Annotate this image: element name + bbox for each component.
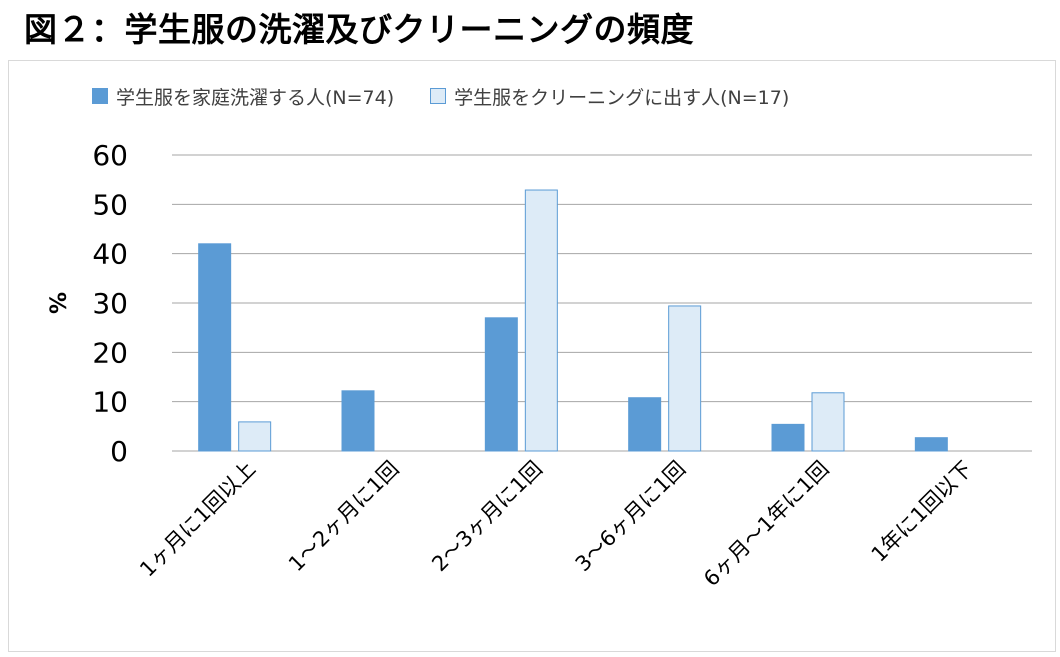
y-tick-label: 0 bbox=[110, 435, 128, 468]
chart-legend: 学生服を家庭洗濯する人(N=74) 学生服をクリーニングに出す人(N=17) bbox=[92, 80, 825, 112]
bar-home-wash bbox=[341, 390, 375, 452]
legend-label-cleaning: 学生服をクリーニングに出す人(N=17) bbox=[454, 86, 790, 109]
x-category-label: 1ヶ月に1回以上 bbox=[135, 457, 260, 582]
figure-title: 図２：学生服の洗濯及びクリーニングの頻度 bbox=[24, 10, 694, 49]
bar-home-wash bbox=[771, 423, 805, 452]
x-category-label: 2～3ヶ月に1回 bbox=[427, 457, 547, 577]
y-tick-label: 30 bbox=[92, 287, 128, 320]
legend-swatch-home-wash bbox=[92, 88, 108, 104]
x-category-label: 6ヶ月～1年に1回 bbox=[699, 457, 833, 591]
bar-home-wash bbox=[914, 437, 948, 452]
y-tick-label: 10 bbox=[92, 386, 128, 419]
x-category-label: 1年に1回以下 bbox=[867, 457, 977, 567]
legend-item-home-wash: 学生服を家庭洗濯する人(N=74) bbox=[92, 83, 394, 110]
bar-home-wash bbox=[484, 317, 518, 452]
bar-cleaning bbox=[238, 421, 272, 452]
y-tick-label: 40 bbox=[92, 238, 128, 271]
legend-label-home-wash: 学生服を家庭洗濯する人(N=74) bbox=[116, 86, 395, 109]
x-category-label: 1～2ヶ月に1回 bbox=[284, 457, 404, 577]
y-tick-label: 60 bbox=[92, 139, 128, 172]
y-tick-label: 20 bbox=[92, 336, 128, 369]
x-category-label: 3～6ヶ月に1回 bbox=[571, 457, 691, 577]
y-tick-label: 50 bbox=[92, 188, 128, 221]
bar-home-wash bbox=[628, 397, 662, 452]
legend-item-cleaning: 学生服をクリーニングに出す人(N=17) bbox=[430, 83, 789, 110]
chart-frame bbox=[8, 60, 1056, 652]
legend-swatch-cleaning bbox=[430, 88, 447, 104]
bar-cleaning bbox=[811, 392, 845, 452]
y-axis-title: % bbox=[47, 292, 72, 314]
bar-cleaning bbox=[668, 305, 702, 452]
bar-home-wash bbox=[198, 243, 232, 452]
bar-cleaning bbox=[524, 189, 558, 452]
